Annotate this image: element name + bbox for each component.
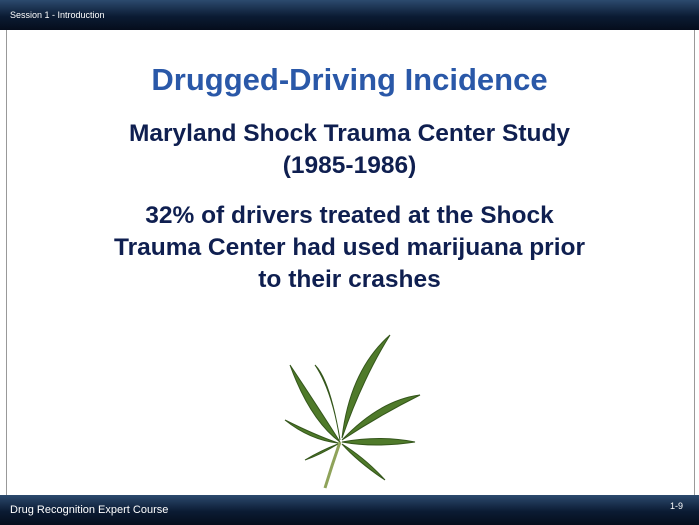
- body-line: to their crashes: [258, 266, 441, 293]
- footer-bar: Drug Recognition Expert Course 1-9: [0, 495, 699, 525]
- subtitle-line: Maryland Shock Trauma Center Study: [128, 120, 571, 147]
- body-line: Trauma Center had used marijuana prior: [113, 234, 586, 261]
- leaf-illustration: [284, 334, 421, 489]
- course-label: Drug Recognition Expert Course: [10, 504, 169, 516]
- session-label: Session 1 - Introduction: [10, 10, 105, 20]
- subtitle-line: (1985-1986): [282, 152, 417, 179]
- subtitle: Maryland Shock Trauma Center Study (1985…: [0, 118, 699, 182]
- body-line: 32% of drivers treated at the Shock: [145, 202, 554, 229]
- frame: [6, 30, 695, 495]
- page-number: 1-9: [669, 501, 683, 511]
- header-bar: Session 1 - Introduction: [0, 0, 699, 30]
- slide-title: Drugged-Driving Incidence: [151, 62, 548, 97]
- body-text: 32% of drivers treated at the Shock Trau…: [0, 200, 699, 296]
